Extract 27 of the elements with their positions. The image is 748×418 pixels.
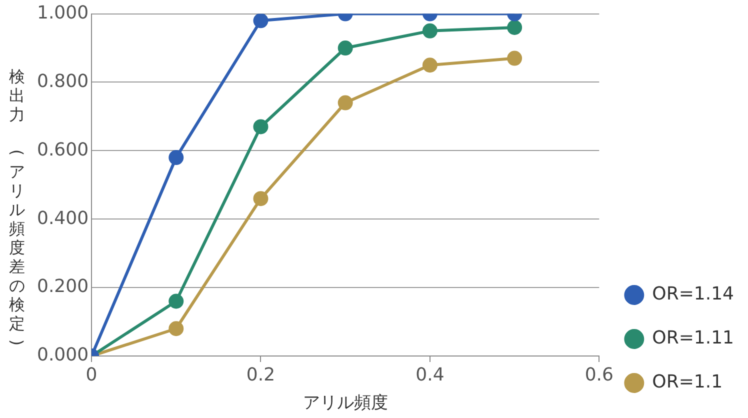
point: [422, 58, 438, 73]
point: [168, 150, 184, 166]
y-tick-label: 1.000: [37, 2, 89, 24]
x-tick-label: 0.2: [246, 364, 276, 386]
point: [168, 294, 184, 309]
point: [507, 20, 522, 35]
point: [253, 14, 268, 28]
x-tick-label: 0.6: [584, 364, 614, 386]
point: [168, 321, 184, 336]
x-axis-title: アリル頻度: [302, 393, 388, 414]
y-tick-label: 0.600: [37, 139, 89, 160]
x-tick-label: 0: [86, 364, 98, 386]
point: [338, 95, 353, 110]
point: [253, 119, 268, 134]
y-tick-label: 0.000: [37, 344, 89, 366]
legend-label: OR=1.1: [652, 372, 723, 393]
point: [338, 40, 353, 56]
text: 検出力 (アリル頻度差の検定): [8, 66, 26, 346]
legend-label: OR=1.14: [652, 284, 734, 305]
y-tick-label: 0.400: [37, 208, 89, 229]
x-tick-label: 0.4: [416, 364, 444, 386]
legend-label: OR=1.11: [652, 328, 734, 349]
y-tick-label: 0.800: [37, 70, 89, 92]
point: [507, 50, 522, 66]
y-tick-label: 0.200: [37, 276, 89, 298]
point: [422, 23, 438, 38]
point: [253, 191, 268, 206]
